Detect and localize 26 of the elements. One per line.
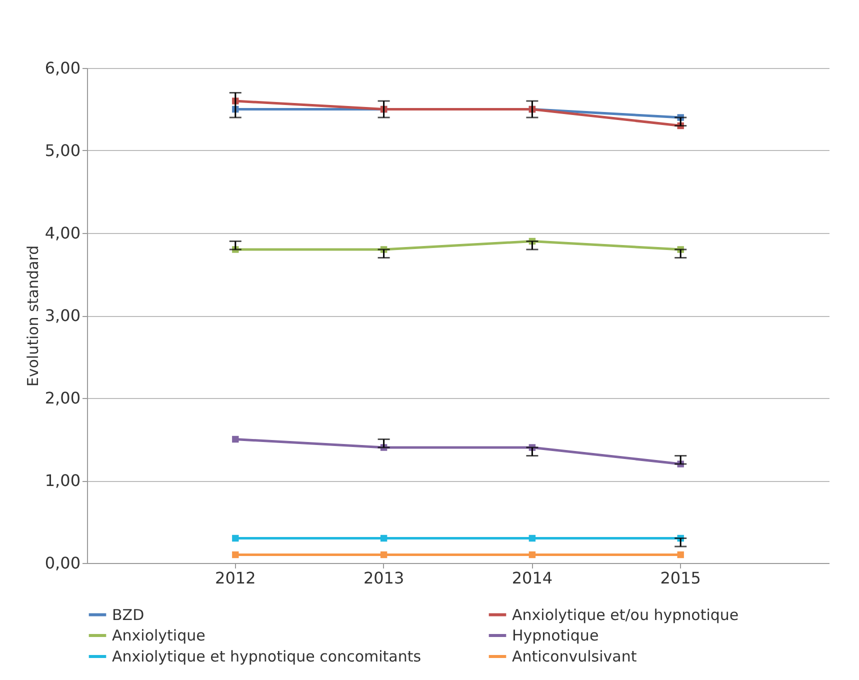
legend-label: Hypnotique bbox=[512, 626, 599, 644]
point bbox=[528, 534, 536, 542]
y-tick-label: 3,00 bbox=[44, 306, 80, 325]
x-tick-label: 2012 bbox=[215, 568, 256, 588]
legend-label: Anxiolytique et hypnotique concomitants bbox=[112, 648, 422, 666]
y-tick-label: 4,00 bbox=[44, 224, 80, 242]
point bbox=[232, 436, 239, 443]
y-tick-label: 5,00 bbox=[44, 141, 80, 160]
legend-label: Anxiolytique et/ou hypnotique bbox=[512, 606, 739, 624]
x-tick-label: 2014 bbox=[512, 568, 553, 588]
x-tick-label: 2013 bbox=[363, 568, 404, 588]
point bbox=[380, 551, 388, 558]
point bbox=[528, 551, 536, 558]
y-tick-label: 1,00 bbox=[44, 471, 80, 490]
y-tick-label: 2,00 bbox=[44, 388, 80, 408]
y-tick-label: 6,00 bbox=[44, 58, 80, 78]
point bbox=[380, 534, 388, 542]
x-tick-label: 2015 bbox=[660, 568, 701, 588]
legend-label: Anticonvulsivant bbox=[512, 648, 637, 666]
point bbox=[677, 551, 684, 558]
legend-label: BZD bbox=[112, 606, 144, 624]
legend-label: Anxiolytique bbox=[112, 626, 206, 644]
y-tick-label: 0,00 bbox=[44, 554, 80, 572]
point bbox=[232, 551, 239, 558]
y-axis-title: Evolution standard bbox=[24, 245, 42, 387]
point bbox=[232, 534, 239, 542]
